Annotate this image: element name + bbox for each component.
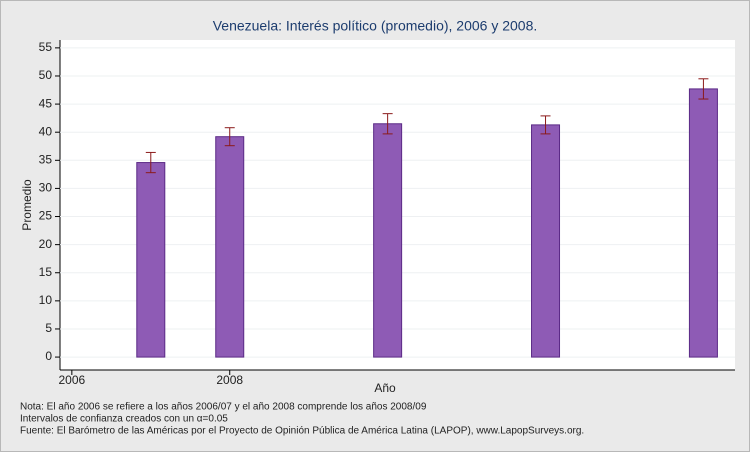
y-tick-label: 15 [39, 265, 53, 279]
y-axis-label: Promedio [20, 179, 34, 231]
y-tick-label: 10 [39, 293, 53, 307]
y-tick-label: 25 [39, 209, 53, 223]
y-tick-label: 0 [45, 349, 52, 363]
y-tick-label: 30 [39, 181, 53, 195]
bar [215, 136, 245, 358]
bar [373, 123, 403, 358]
y-tick-label: 55 [39, 40, 53, 54]
y-tick-label: 45 [39, 96, 53, 110]
x-tick-label: 2006 [58, 373, 85, 387]
y-tick-label: 35 [39, 152, 53, 166]
note: Intervalos de confianza creados con un α… [20, 414, 228, 425]
y-tick-label: 5 [45, 321, 52, 335]
x-tick-label: 2008 [216, 373, 243, 387]
y-tick-label: 20 [39, 237, 53, 251]
note: Fuente: El Barómetro de las Américas por… [20, 426, 584, 437]
x-axis-label: Año [374, 381, 396, 395]
bar [531, 124, 561, 358]
y-tick-label: 40 [39, 124, 53, 138]
bar [688, 88, 718, 358]
y-tick-label: 50 [39, 68, 53, 82]
bar [136, 162, 166, 358]
note: Nota: El año 2006 se refiere a los años … [20, 402, 427, 413]
chart-title: Venezuela: Interés político (promedio), … [213, 18, 538, 34]
